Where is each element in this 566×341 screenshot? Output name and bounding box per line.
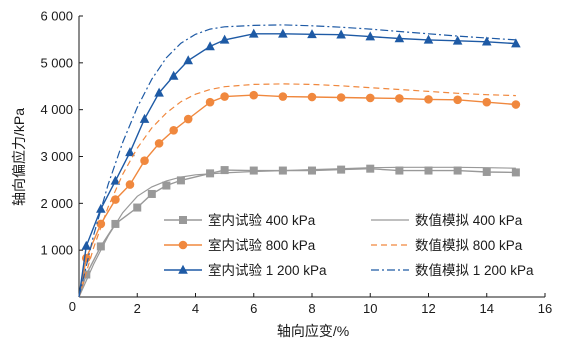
origin-label: 0 [69, 299, 76, 314]
x-tick-label: 14 [480, 301, 494, 316]
circle-marker [278, 92, 288, 101]
triangle-marker [278, 28, 288, 38]
legend-label: 室内试验 800 kPa [208, 237, 316, 253]
plot-area [78, 24, 521, 298]
circle-marker [205, 97, 215, 107]
square-marker [176, 176, 185, 185]
x-tick-label: 4 [192, 301, 199, 316]
legend-label: 数值模拟 400 kPa [415, 213, 523, 228]
axes: 2 4 6 8 10 12 14 16 0 1 000 2 000 3 000 4 000 5 000 6 … [40, 9, 552, 317]
series-test-1 [78, 90, 521, 298]
series-test-2 [78, 28, 521, 298]
triangle-marker [110, 175, 121, 185]
y-tick-label: 2 000 [40, 196, 73, 211]
triangle-marker [81, 240, 92, 250]
square-marker [395, 166, 404, 175]
legend-label: 数值模拟 1 200 kPa [415, 263, 534, 278]
test-series-line [78, 33, 516, 298]
sim-series-line [78, 166, 516, 298]
square-marker [337, 165, 346, 174]
x-tick-label: 16 [538, 301, 552, 316]
circle-marker [154, 139, 164, 148]
triangle-marker [394, 33, 405, 43]
triangle-marker [154, 87, 164, 97]
circle-marker [307, 92, 317, 102]
triangle-marker [219, 34, 230, 44]
triangle-marker [168, 70, 179, 80]
square-marker [366, 164, 375, 173]
square-marker [96, 242, 105, 251]
circle-marker [336, 93, 346, 102]
triangle-marker [423, 34, 434, 44]
x-axis-title: 轴向应变/% [277, 323, 349, 339]
legend-item: 数值模拟 400 kPa [371, 213, 523, 228]
square-marker [249, 166, 258, 175]
x-tick-label: 6 [250, 301, 257, 316]
triangle-marker [205, 41, 215, 51]
square-marker [133, 203, 142, 212]
series-sim-5 [78, 24, 516, 298]
square-marker [147, 189, 156, 198]
y-tick-label: 6 000 [40, 9, 73, 24]
legend-label: 室内试验 400 kPa [208, 212, 316, 228]
x-tick-label: 12 [421, 301, 435, 316]
y-tick-label: 1 000 [40, 243, 73, 258]
circle-marker [482, 97, 492, 107]
sim-series-line [78, 83, 516, 298]
y-tick-label: 4 000 [40, 102, 73, 117]
triangle-marker [452, 35, 463, 45]
y-axis-title: 轴向偏应力/kPa [11, 108, 27, 206]
circle-marker [424, 95, 433, 104]
circle-marker [365, 93, 375, 103]
square-marker [511, 168, 520, 177]
legend-circle-marker [178, 240, 188, 250]
square-marker [308, 166, 316, 175]
triangle-marker [511, 38, 521, 48]
legend-item: 数值模拟 800 kPa [371, 238, 523, 253]
legend-label: 数值模拟 800 kPa [415, 238, 523, 253]
circle-marker [96, 219, 106, 229]
legend-item: 室内试验 800 kPa [164, 237, 316, 253]
sim-series-line [78, 24, 516, 298]
y-tick-label: 3 000 [40, 149, 73, 164]
triangle-marker [307, 29, 317, 39]
square-marker [482, 167, 491, 176]
circle-marker [220, 92, 229, 101]
circle-marker [453, 95, 462, 105]
triangle-marker [183, 55, 194, 65]
circle-marker [395, 94, 404, 103]
triangle-marker [336, 29, 346, 39]
square-marker [453, 166, 462, 175]
triangle-marker [365, 31, 376, 41]
circle-marker [140, 156, 149, 166]
x-tick-label: 8 [308, 301, 315, 316]
legend-square-marker [179, 216, 187, 224]
legend-item: 室内试验 1 200 kPa [164, 262, 327, 278]
legend: 室内试验 400 kPa 室内试验 800 kPa 室内试验 1 200 kPa 数值… [164, 212, 534, 278]
legend-triangle-marker [178, 264, 188, 274]
triangle-marker [139, 113, 150, 123]
x-tick-label: 10 [363, 301, 377, 316]
circle-marker [183, 114, 193, 124]
triangle-marker [125, 147, 135, 157]
square-marker [220, 166, 229, 175]
square-marker [162, 181, 171, 190]
circle-marker [511, 100, 521, 109]
series-sim-3 [78, 166, 516, 298]
y-tick-label: 5 000 [40, 55, 73, 70]
circle-marker [169, 125, 178, 135]
legend-item: 数值模拟 1 200 kPa [371, 263, 534, 278]
square-marker [424, 166, 433, 175]
legend-item: 室内试验 400 kPa [164, 212, 316, 228]
circle-marker [249, 90, 259, 100]
circle-marker [111, 195, 120, 204]
series-sim-4 [78, 83, 516, 298]
triangle-marker [481, 36, 492, 46]
x-tick-label: 2 [134, 301, 141, 316]
legend-label: 室内试验 1 200 kPa [208, 262, 327, 278]
circle-marker [125, 180, 135, 189]
triangle-marker [248, 28, 259, 38]
